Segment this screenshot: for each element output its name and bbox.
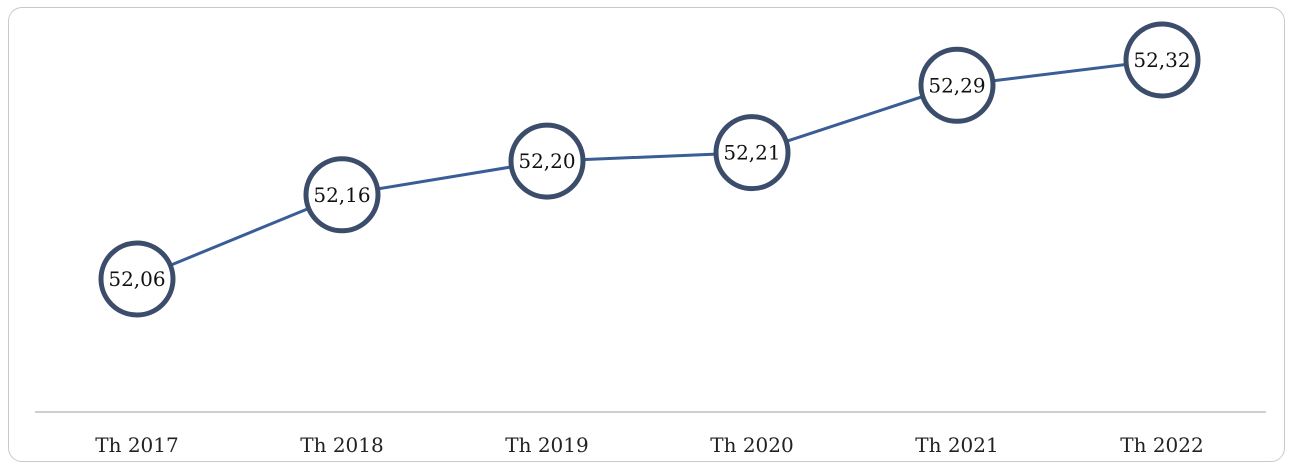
series-layer: 52,06 52,16 52,20 52,21 52,29 52,32	[98, 21, 1201, 318]
chart-frame	[8, 7, 1285, 462]
x-tick-label: Th 2022	[1120, 433, 1203, 457]
data-point-marker	[98, 240, 176, 318]
data-label: 52,06	[108, 267, 165, 291]
x-tick-label: Th 2019	[505, 433, 588, 457]
data-point-marker	[918, 46, 996, 124]
x-tick-label: Th 2018	[300, 433, 383, 457]
x-tick-label: Th 2020	[710, 433, 793, 457]
data-label: 52,32	[1133, 48, 1190, 72]
data-point-marker	[508, 122, 586, 200]
data-label: 52,20	[518, 149, 575, 173]
data-label: 52,29	[928, 73, 985, 97]
x-tick-label: Th 2017	[95, 433, 178, 457]
series-line	[136, 58, 1163, 281]
data-point-marker	[713, 114, 791, 192]
data-point-marker	[303, 156, 381, 234]
data-label: 52,21	[723, 141, 780, 165]
data-label: 52,16	[313, 183, 370, 207]
data-point-marker	[1123, 21, 1201, 99]
x-axis-ticks: Th 2017 Th 2018 Th 2019 Th 2020 Th 2021 Th 20…	[95, 433, 1203, 457]
x-tick-label: Th 2021	[915, 433, 998, 457]
